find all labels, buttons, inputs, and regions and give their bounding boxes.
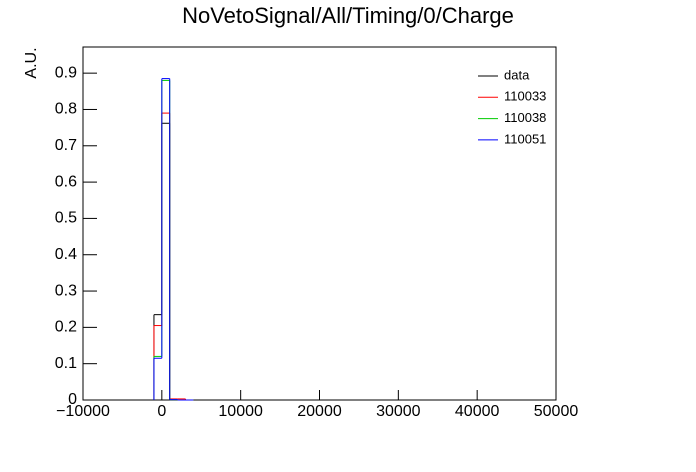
y-tick-label: 0.1 (55, 355, 77, 372)
y-tick-label: 0.5 (55, 210, 77, 227)
y-tick-label: 0.9 (55, 64, 77, 81)
x-tick-label: 10000 (218, 403, 263, 420)
x-tick-label: 30000 (376, 403, 421, 420)
x-tick-label: 40000 (455, 403, 500, 420)
x-tick-label: 20000 (297, 403, 342, 420)
y-tick-label: 0.4 (55, 246, 77, 263)
legend-label: data (504, 67, 530, 82)
x-tick-label: 50000 (534, 403, 579, 420)
legend-label: 110051 (504, 131, 546, 146)
y-tick-label: 0.3 (55, 282, 77, 299)
legend-label: 110038 (504, 110, 546, 125)
legend-label: 110033 (504, 89, 546, 104)
y-axis-label: A.U. (23, 47, 40, 78)
x-tick-label: −10000 (56, 403, 110, 420)
y-tick-label: 0.8 (55, 101, 77, 118)
chart-title: NoVetoSignal/All/Timing/0/Charge (182, 3, 514, 28)
y-tick-label: 0 (68, 391, 77, 408)
x-tick-label: 0 (157, 403, 166, 420)
y-tick-label: 0.6 (55, 173, 77, 190)
y-tick-label: 0.2 (55, 319, 77, 336)
y-tick-label: 0.7 (55, 137, 77, 154)
